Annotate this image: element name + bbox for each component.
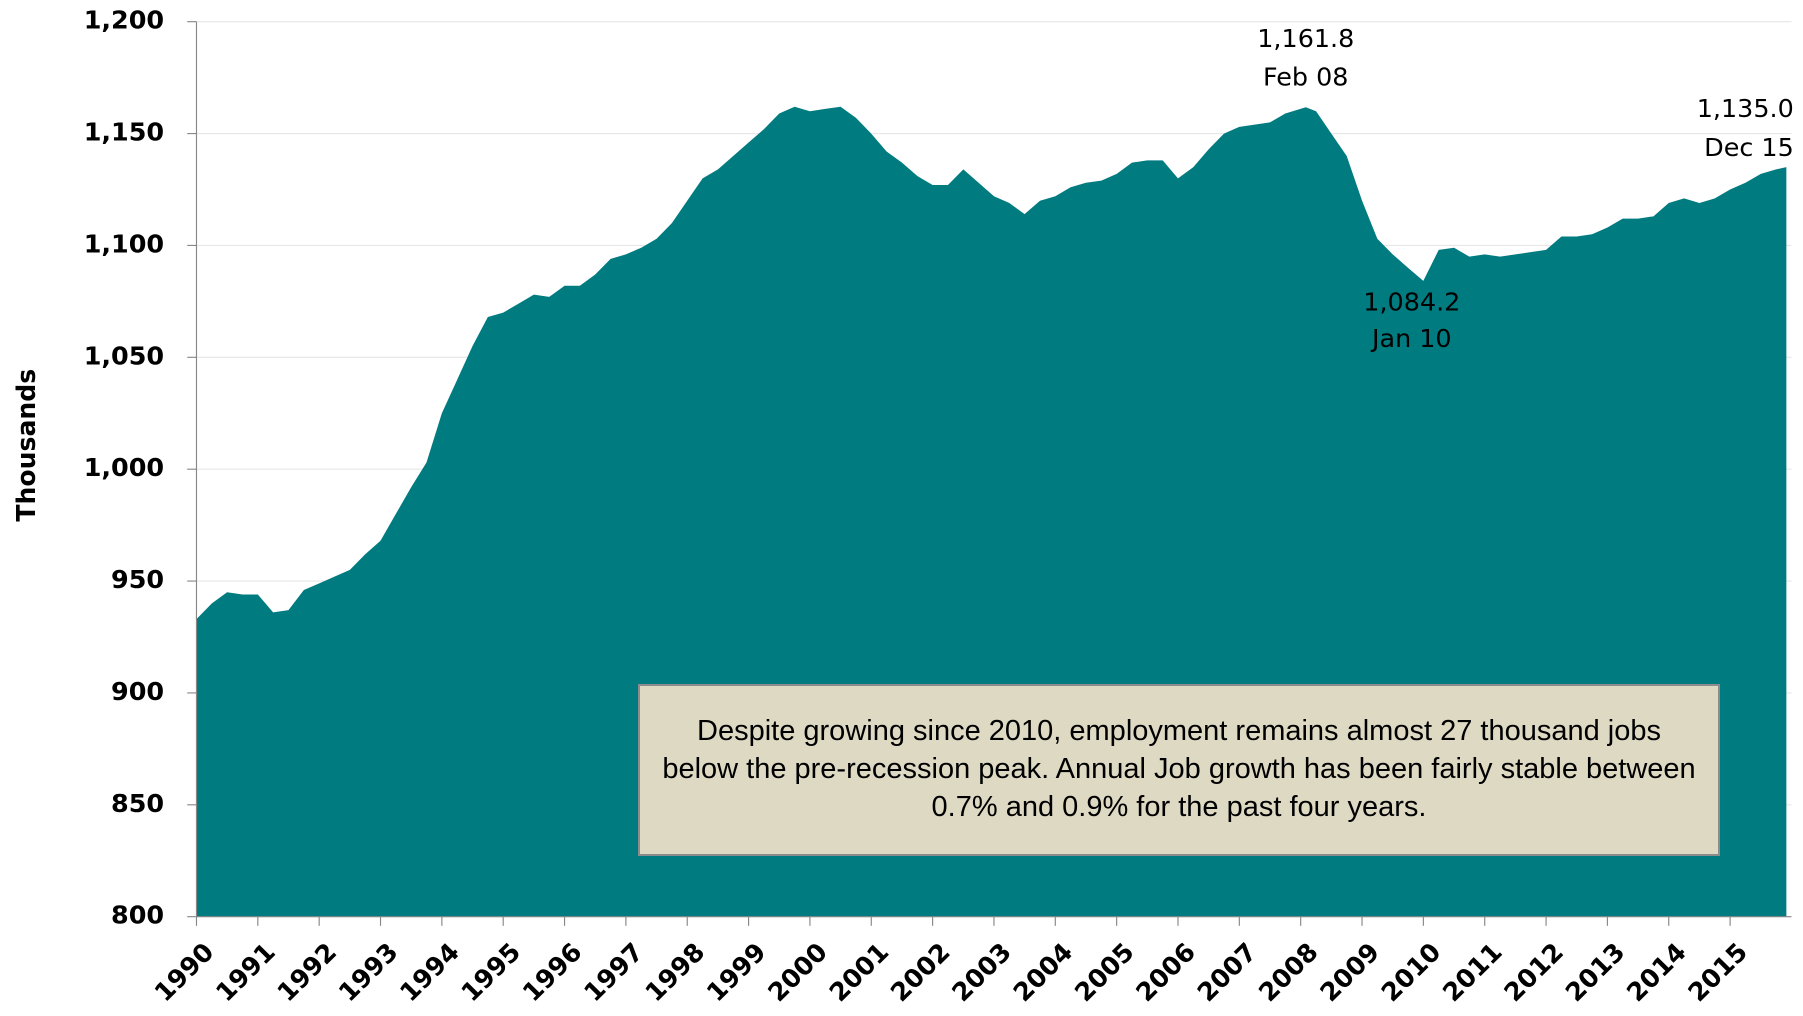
annotation-date: Jan 10 bbox=[1370, 324, 1452, 353]
x-tick-label: 2000 bbox=[762, 937, 833, 1007]
y-tick-label: 850 bbox=[111, 789, 164, 818]
x-tick-label: 2006 bbox=[1130, 937, 1201, 1007]
x-tick-label: 2015 bbox=[1683, 937, 1754, 1007]
x-tick-label: 1995 bbox=[456, 937, 527, 1007]
y-tick-label: 1,100 bbox=[84, 230, 164, 259]
x-tick-label: 2008 bbox=[1253, 937, 1324, 1007]
x-tick-label: 2002 bbox=[885, 937, 956, 1007]
annotation-value: 1,084.2 bbox=[1363, 288, 1460, 317]
x-tick-label: 2003 bbox=[946, 937, 1017, 1007]
x-tick-label: 1991 bbox=[210, 937, 281, 1007]
x-tick-label: 2007 bbox=[1192, 937, 1263, 1007]
x-tick-label: 2001 bbox=[824, 937, 895, 1007]
x-tick-label: 2004 bbox=[1008, 937, 1079, 1007]
x-tick-label: 2005 bbox=[1069, 937, 1140, 1007]
x-tick-label: 2013 bbox=[1560, 937, 1631, 1007]
x-tick-label: 2009 bbox=[1314, 937, 1385, 1007]
x-tick-label: 2011 bbox=[1437, 937, 1508, 1007]
x-tick-label: 1990 bbox=[149, 937, 220, 1007]
annotation-date: Dec 15 bbox=[1704, 133, 1794, 162]
x-tick-label: 2012 bbox=[1499, 937, 1570, 1007]
annotation-value: 1,161.8 bbox=[1257, 24, 1354, 53]
y-tick-label: 1,050 bbox=[84, 341, 164, 370]
y-tick-label: 1,000 bbox=[84, 453, 164, 482]
y-tick-label: 1,200 bbox=[84, 6, 164, 35]
y-axis-label: Thousands bbox=[12, 369, 41, 522]
x-tick-label: 2010 bbox=[1376, 937, 1447, 1007]
x-tick-label: 1993 bbox=[333, 937, 404, 1007]
x-tick-label: 1992 bbox=[272, 937, 343, 1007]
x-tick-label: 1994 bbox=[394, 937, 465, 1007]
y-tick-label: 900 bbox=[111, 677, 164, 706]
y-tick-label: 1,150 bbox=[84, 118, 164, 147]
x-tick-label: 1997 bbox=[578, 937, 649, 1007]
annotation-date: Feb 08 bbox=[1263, 63, 1348, 92]
note-box: Despite growing since 2010, employment r… bbox=[638, 684, 1720, 856]
x-tick-label: 1999 bbox=[701, 937, 772, 1007]
x-tick-label: 1998 bbox=[640, 937, 711, 1007]
annotation-value: 1,135.0 bbox=[1697, 94, 1794, 123]
x-tick-label: 2014 bbox=[1621, 937, 1692, 1007]
y-tick-label: 950 bbox=[111, 565, 164, 594]
y-tick-label: 800 bbox=[111, 901, 164, 930]
x-tick-label: 1996 bbox=[517, 937, 588, 1007]
